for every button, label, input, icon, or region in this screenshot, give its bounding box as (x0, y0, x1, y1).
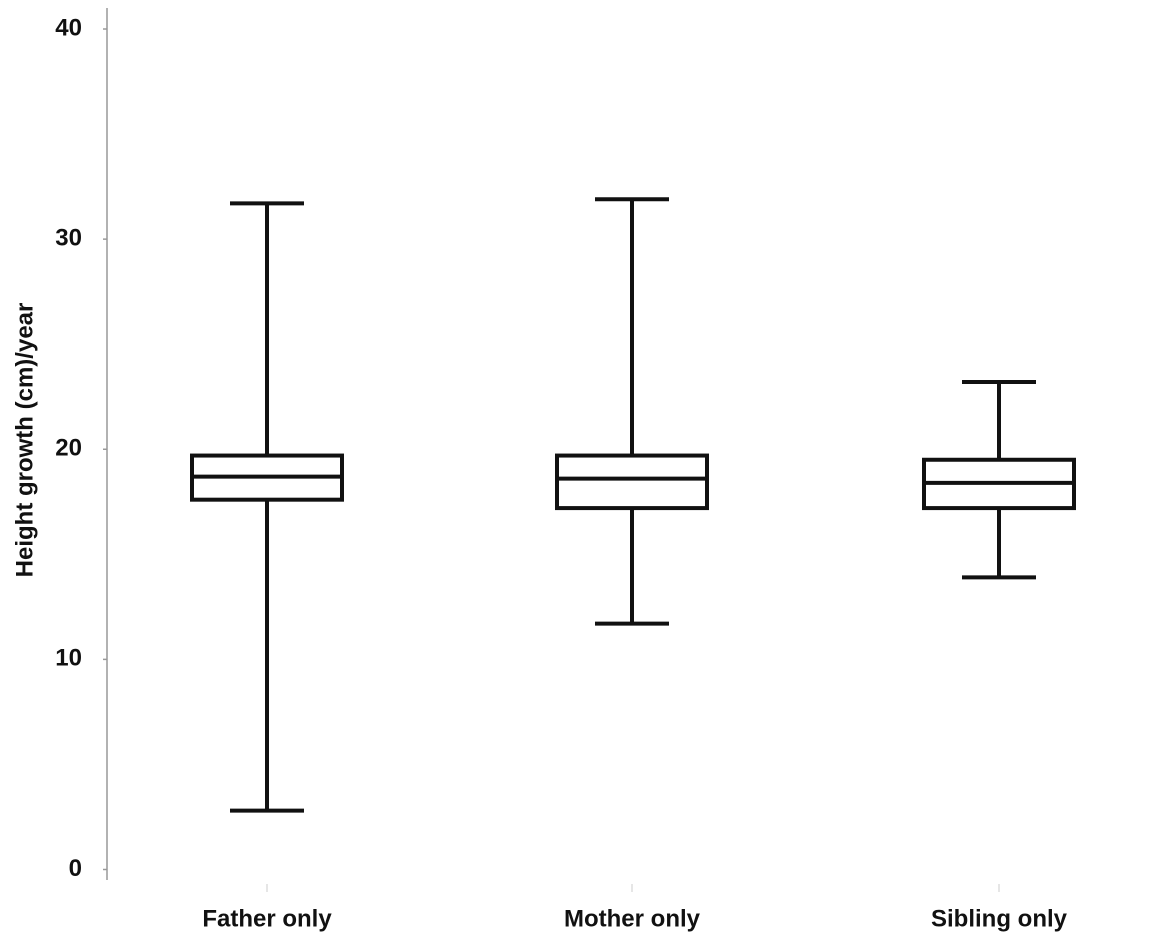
y-tick-label: 20 (55, 435, 82, 462)
y-tick-label: 40 (55, 14, 82, 41)
y-tick-label: 0 (69, 855, 82, 882)
y-tick-label: 10 (55, 645, 82, 672)
y-tick-label: 30 (55, 224, 82, 251)
x-tick-label: Sibling only (931, 905, 1068, 932)
box (555, 453, 709, 511)
y-axis-label: Height growth (cm)/year (11, 303, 38, 578)
x-tick-label: Mother only (564, 905, 701, 932)
x-tick-label: Father only (202, 905, 332, 932)
